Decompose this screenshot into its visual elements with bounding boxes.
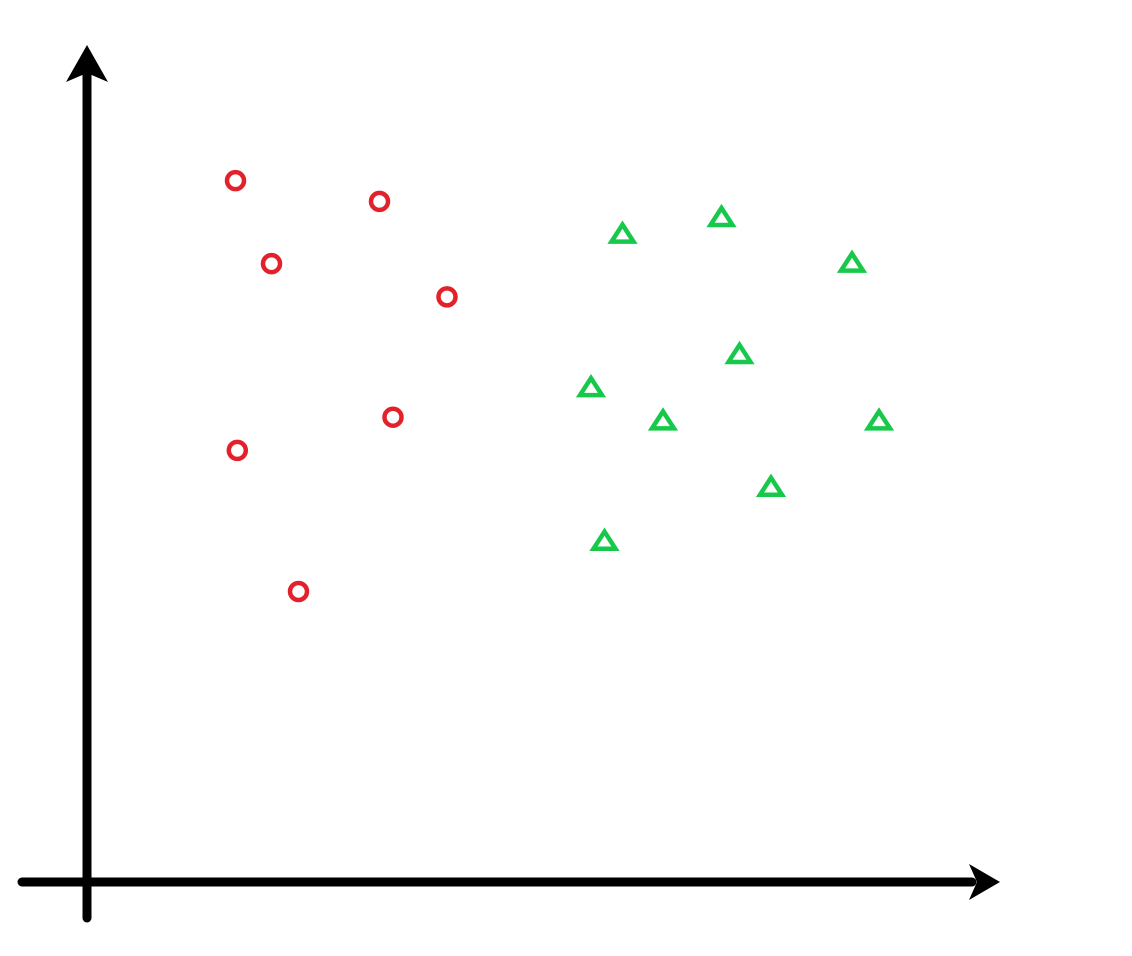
x-axis-arrowhead bbox=[969, 864, 1000, 900]
series-circle bbox=[224, 169, 458, 603]
y-axis-arrowhead bbox=[66, 45, 108, 82]
data-point-triangle bbox=[647, 407, 679, 431]
axes bbox=[17, 45, 1000, 923]
data-point-triangle bbox=[836, 249, 868, 273]
data-point-circle bbox=[368, 190, 391, 213]
data-point-triangle bbox=[706, 203, 737, 228]
data-point-triangle bbox=[724, 340, 755, 365]
data-point-circle bbox=[224, 169, 247, 192]
data-points bbox=[224, 169, 895, 603]
data-point-circle bbox=[226, 439, 249, 462]
data-point-circle bbox=[382, 406, 404, 428]
data-point-triangle bbox=[575, 374, 607, 398]
data-point-triangle bbox=[863, 407, 895, 431]
series-triangle bbox=[575, 203, 895, 551]
data-point-circle bbox=[287, 580, 310, 603]
data-point-triangle bbox=[755, 473, 787, 497]
data-point-triangle bbox=[589, 527, 620, 551]
data-point-circle bbox=[260, 252, 283, 275]
data-point-triangle bbox=[607, 220, 638, 244]
data-point-circle bbox=[436, 286, 458, 308]
